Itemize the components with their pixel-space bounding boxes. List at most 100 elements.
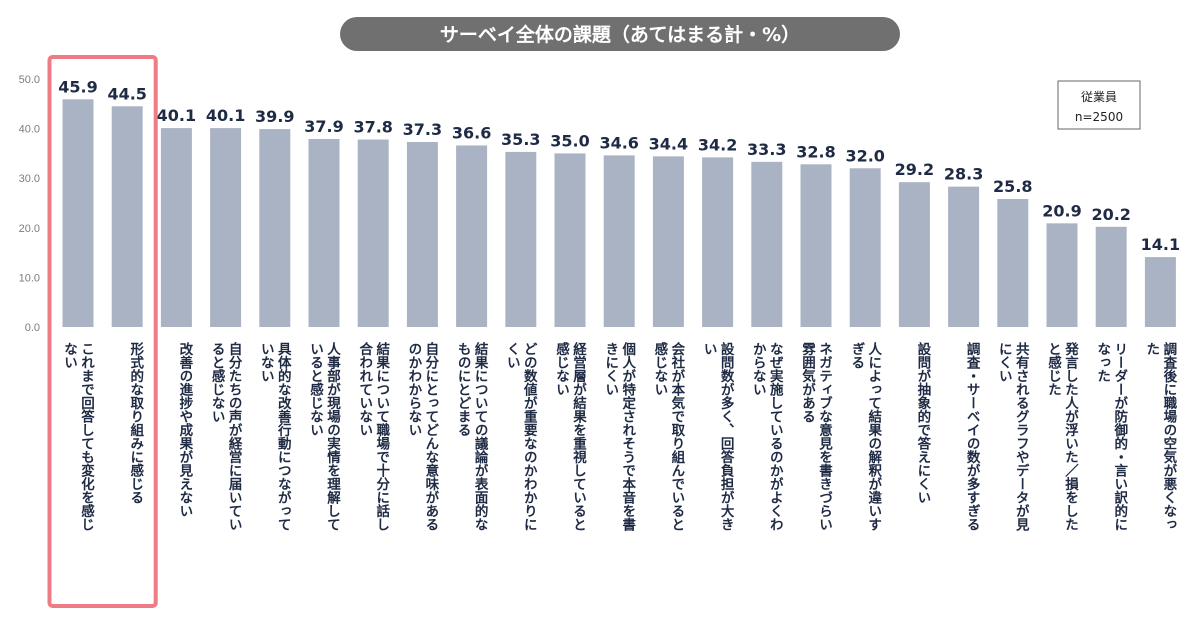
value-label: 33.3 xyxy=(747,140,786,159)
legend-frame xyxy=(1057,80,1141,130)
bar xyxy=(357,139,389,327)
category-label: リーダーが防御的・言い訳的に xyxy=(1111,342,1129,531)
category-label: ものにとどまる xyxy=(455,342,471,437)
category-label: 合われていない xyxy=(356,341,373,437)
category-label: 調査後に職場の空気が悪くなっ xyxy=(1160,341,1177,531)
bar xyxy=(702,157,734,327)
category-label: と感じた xyxy=(1045,342,1062,397)
y-tick-label: 10.0 xyxy=(19,272,40,284)
bar xyxy=(111,106,143,327)
y-tick-label: 20.0 xyxy=(19,223,40,235)
category-label: これまで回答しても変化を感じ xyxy=(78,342,95,531)
category-label: いない xyxy=(258,342,275,383)
y-tick-label: 50.0 xyxy=(19,74,40,86)
category-label: ない xyxy=(61,342,78,369)
category-label: 具体的な改善行動につながって xyxy=(275,342,293,532)
category-label: いると感じない xyxy=(307,342,324,437)
y-axis: 0.0 10.0 20.0 30.0 40.0 50.0 xyxy=(19,74,40,334)
highlight-frame xyxy=(47,55,158,608)
bar xyxy=(849,168,881,327)
value-label: 34.2 xyxy=(698,135,737,154)
category-label: 感じない xyxy=(553,341,570,396)
category-label: 感じない xyxy=(651,341,668,396)
category-label: 結果についての議論が表面的な xyxy=(472,341,489,532)
category-label: からない xyxy=(750,342,767,396)
bar xyxy=(210,128,242,327)
category-label: どの数値が重要なのかわかりに xyxy=(521,342,539,532)
legend-line-2: n=2500 xyxy=(1075,110,1123,124)
category-label: 自分にとってどんな意味がある xyxy=(422,341,439,532)
category-label: 設問数が多く、回答負担が大き xyxy=(718,341,735,532)
category-label: にくい xyxy=(996,342,1012,383)
value-labels: 45.9 44.5 40.1 40.1 39.9 37.9 37.8 37.3 36.6 35.3… xyxy=(58,77,1180,254)
bar xyxy=(554,153,586,327)
category-label: きにくい xyxy=(602,342,618,396)
chart-title: サーベイ全体の課題（あてはまる計・%） xyxy=(440,23,800,46)
title-pill xyxy=(340,17,900,51)
value-label: 35.0 xyxy=(550,131,589,150)
category-label: 改善の進捗や成果が見えない xyxy=(176,341,194,518)
category-label: ネガティブな意見を書きづらい xyxy=(816,342,834,531)
value-label: 25.8 xyxy=(993,177,1032,196)
bar xyxy=(1095,226,1127,327)
category-label: ると感じない xyxy=(209,342,226,423)
value-label: 36.6 xyxy=(452,123,491,142)
bar xyxy=(505,151,537,327)
value-label: 34.4 xyxy=(649,134,688,153)
category-label: 結果について職場で十分に話し xyxy=(373,341,390,532)
value-label: 14.1 xyxy=(1141,235,1180,254)
bar xyxy=(948,186,980,327)
bar xyxy=(997,199,1029,327)
bar xyxy=(898,182,930,327)
y-tick-label: 30.0 xyxy=(19,173,40,185)
bar xyxy=(406,141,438,327)
category-label: 設問が抽象的で答えにくい xyxy=(914,341,931,504)
value-label: 37.3 xyxy=(403,120,442,139)
category-label: 発言した人が浮いた／損をした xyxy=(1062,341,1080,532)
y-tick-label: 0.0 xyxy=(25,322,40,334)
value-label: 20.2 xyxy=(1091,205,1130,224)
category-label: 自分たちの声が経営に届いてい xyxy=(226,341,244,531)
value-label: 37.9 xyxy=(304,117,343,136)
category-label: なぜ実施しているのかがよくわ xyxy=(767,342,784,532)
value-label: 40.1 xyxy=(157,106,196,125)
bars xyxy=(62,99,1176,327)
category-label: ぎる xyxy=(848,341,864,370)
bar xyxy=(62,99,94,327)
value-label: 40.1 xyxy=(206,106,245,125)
value-label: 44.5 xyxy=(107,84,146,103)
legend-box: 従業員 n=2500 xyxy=(1057,80,1141,130)
bar xyxy=(1046,223,1078,327)
bar xyxy=(456,145,488,327)
category-label: なった xyxy=(1094,342,1111,383)
category-label: くい xyxy=(504,342,520,369)
value-label: 28.3 xyxy=(944,165,983,184)
legend-line-1: 従業員 xyxy=(1081,90,1117,104)
value-label: 37.8 xyxy=(353,118,392,137)
value-label: 34.6 xyxy=(599,133,638,152)
value-label: 32.8 xyxy=(796,142,835,161)
y-tick-label: 40.0 xyxy=(19,124,40,136)
bar xyxy=(751,161,783,327)
category-label: た xyxy=(1143,342,1159,356)
category-label: 共有されるグラフやデータが見 xyxy=(1013,341,1031,533)
value-label: 45.9 xyxy=(58,77,97,96)
category-label: 調査・サーベイの数が多すぎる xyxy=(964,341,981,532)
value-label: 39.9 xyxy=(255,107,294,126)
bar xyxy=(160,128,192,327)
value-label: 35.3 xyxy=(501,130,540,149)
category-label: 会社が本気で取り組んでいると xyxy=(668,341,686,532)
category-label: 雰囲気がある xyxy=(799,341,816,424)
value-label: 32.0 xyxy=(845,146,884,165)
category-label: 個人が特定されそうで本音を書 xyxy=(619,341,637,533)
bar xyxy=(652,156,684,327)
category-label: 人事部が現場の実情を理解して xyxy=(324,342,341,532)
category-label: のかわからない xyxy=(405,342,422,437)
value-label: 29.2 xyxy=(895,160,934,179)
bar xyxy=(800,164,832,327)
category-label: 人によって結果の解釈が違いす xyxy=(865,342,882,532)
bar xyxy=(603,155,635,327)
